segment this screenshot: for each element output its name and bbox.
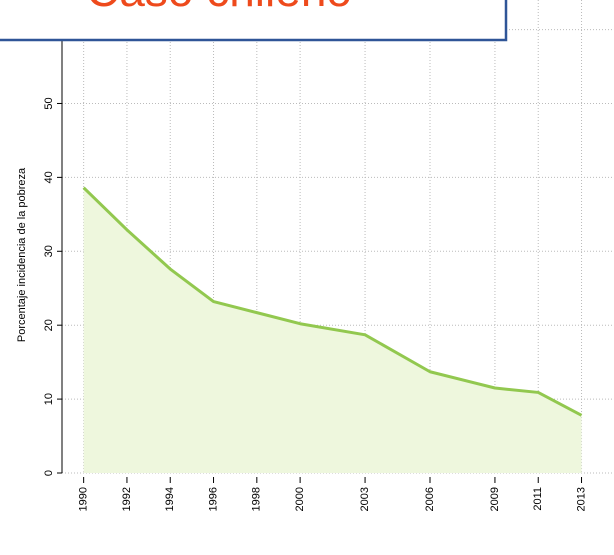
y-tick-label: 40 (43, 171, 55, 183)
x-tick-label: 2013 (575, 487, 587, 511)
plot-area: 0102030405060199019921994199619982000200… (43, 0, 614, 511)
x-tick-label: 2011 (532, 487, 544, 511)
chart-title: Caso chileno (86, 0, 352, 16)
x-tick-label: 2003 (359, 487, 371, 511)
x-tick-label: 1996 (207, 487, 219, 511)
x-tick-label: 1998 (251, 487, 263, 511)
x-tick-label: 2006 (424, 487, 436, 511)
y-tick-label: 0 (43, 470, 55, 476)
title-box (0, 0, 508, 42)
y-axis-label: Porcentaje incidencia de la pobreza (16, 167, 28, 342)
y-tick-label: 30 (43, 245, 55, 257)
y-tick-label: 10 (43, 393, 55, 405)
x-tick-label: 1992 (121, 487, 133, 511)
y-tick-label: 50 (43, 97, 55, 109)
line (82, 186, 583, 417)
x-tick-label: 1994 (164, 487, 176, 511)
y-tick-label: 20 (43, 319, 55, 331)
x-tick-label: 2009 (489, 487, 501, 511)
x-tick-label: 1990 (78, 487, 90, 511)
x-tick-label: 2000 (294, 487, 306, 511)
